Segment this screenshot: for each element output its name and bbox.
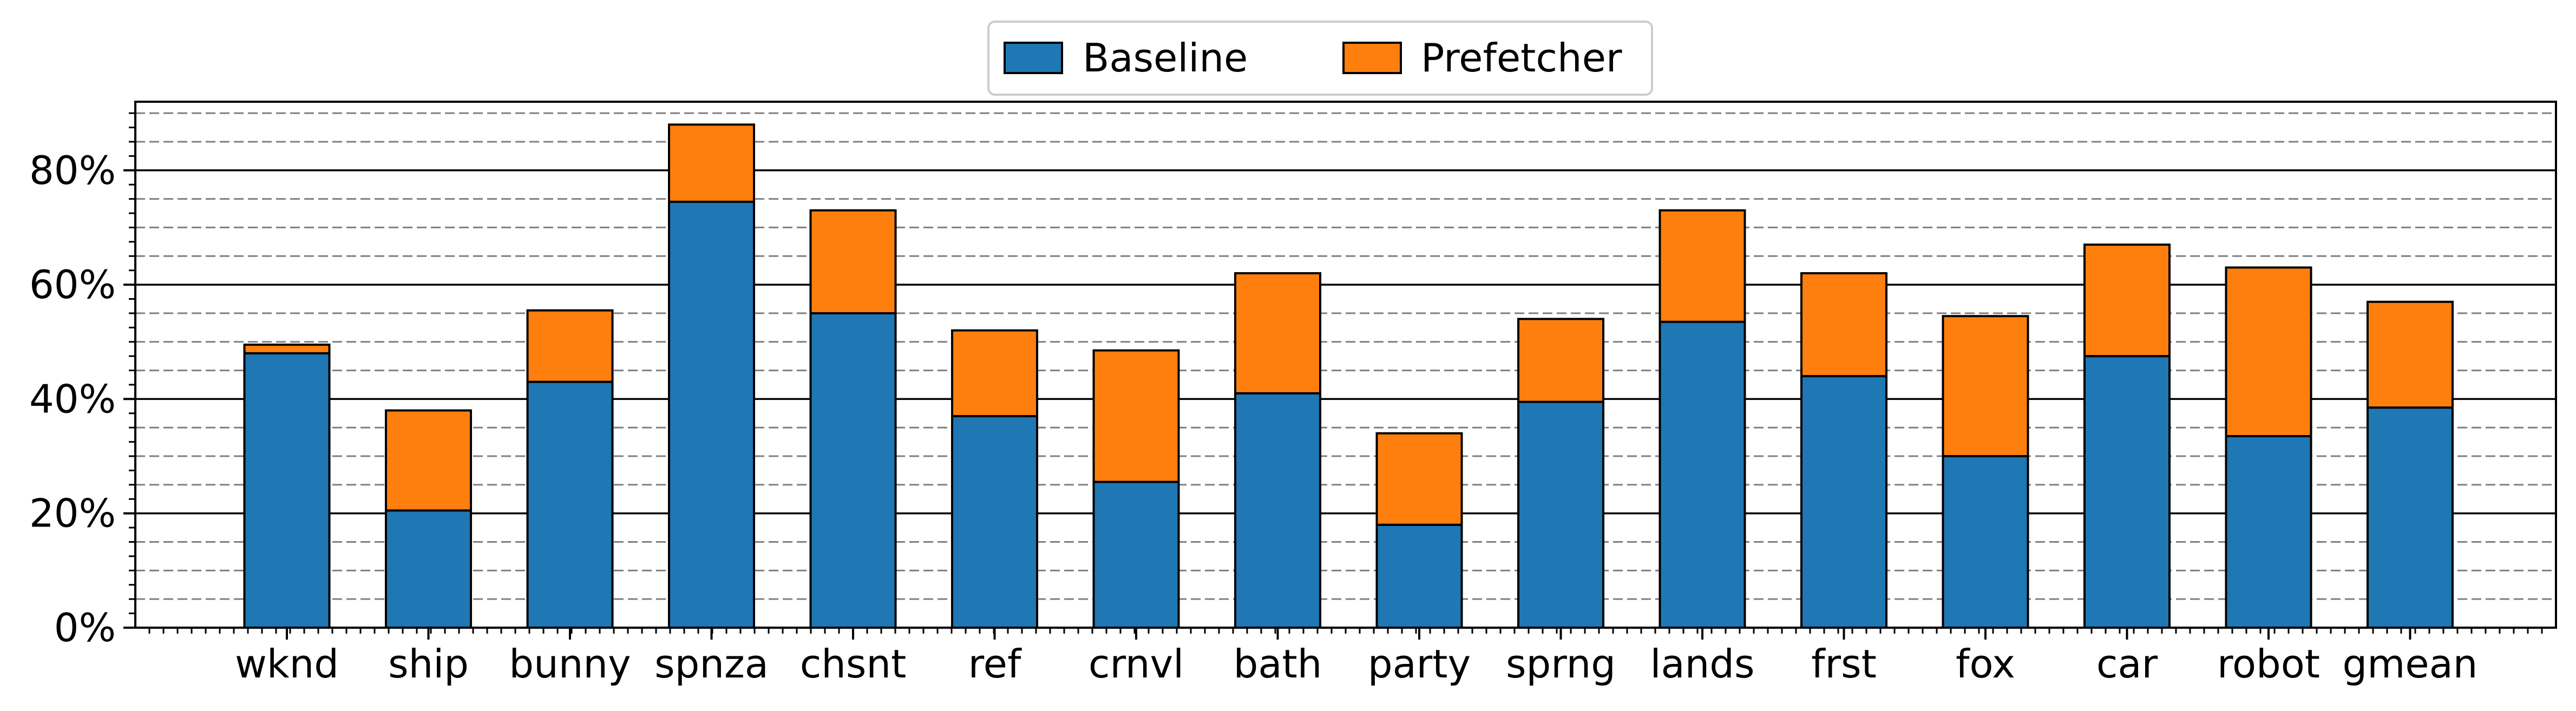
bar-baseline-spnza <box>668 200 755 629</box>
bar-baseline-chsnt <box>809 312 897 629</box>
bar-baseline-bath <box>1234 392 1321 629</box>
bar-prefetcher-robot <box>2225 266 2312 438</box>
x-tick-label-chsnt: chsnt <box>800 641 907 687</box>
legend-swatch-baseline <box>1004 42 1063 74</box>
legend-box <box>987 21 1653 96</box>
legend-label-prefetcher: Prefetcher <box>1421 35 1622 81</box>
bar-baseline-gmean <box>2367 406 2454 629</box>
bar-prefetcher-sprng <box>1517 318 1604 403</box>
y-tick-label: 20% <box>29 491 116 536</box>
x-tick-label-sprng: sprng <box>1506 641 1616 687</box>
bar-prefetcher-party <box>1375 432 1463 526</box>
legend: Baseline Prefetcher <box>987 21 1653 96</box>
bar-prefetcher-frst <box>1800 272 1887 378</box>
y-tick-label: 60% <box>29 262 116 307</box>
x-tick-label-frst: frst <box>1811 641 1877 687</box>
bar-baseline-bunny <box>526 380 614 629</box>
x-tick-label-ship: ship <box>388 641 469 687</box>
x-tick-label-ref: ref <box>968 641 1022 687</box>
y-tick-label: 40% <box>29 376 116 422</box>
legend-swatch-prefetcher <box>1342 42 1402 74</box>
bar-baseline-fox <box>1942 455 2029 629</box>
bar-baseline-wknd <box>243 352 331 629</box>
bar-baseline-crnvl <box>1092 480 1180 629</box>
bar-prefetcher-wknd <box>243 344 331 354</box>
bar-baseline-party <box>1375 523 1463 629</box>
plot-frame <box>134 101 2557 629</box>
grid-lines <box>135 112 2556 600</box>
bar-prefetcher-car <box>2083 243 2171 358</box>
bar-prefetcher-ref <box>951 329 1038 418</box>
bar-baseline-lands <box>1659 320 1746 629</box>
y-axis: 0% 20% 40% 60% 80% <box>29 112 135 650</box>
x-tick-label-wknd: wknd <box>235 641 339 687</box>
bars <box>243 123 2454 629</box>
bar-baseline-ref <box>951 415 1038 629</box>
bar-prefetcher-spnza <box>668 123 755 203</box>
bar-baseline-robot <box>2225 435 2312 629</box>
x-tick-label-spnza: spnza <box>654 641 769 687</box>
bar-prefetcher-lands <box>1659 209 1746 323</box>
x-tick-label-party: party <box>1368 641 1471 687</box>
bar-prefetcher-crnvl <box>1092 349 1180 483</box>
x-tick-label-fox: fox <box>1956 641 2015 687</box>
bar-prefetcher-chsnt <box>809 209 897 314</box>
x-tick-label-bunny: bunny <box>509 641 631 687</box>
bar-prefetcher-gmean <box>2367 300 2454 409</box>
bar-prefetcher-bath <box>1234 272 1321 394</box>
x-tick-label-bath: bath <box>1234 641 1322 687</box>
y-tick-label: 0% <box>54 605 116 650</box>
bar-prefetcher-fox <box>1942 315 2029 458</box>
x-tick-label-lands: lands <box>1650 641 1755 687</box>
bar-baseline-frst <box>1800 375 1887 629</box>
legend-label-baseline: Baseline <box>1083 35 1248 81</box>
bar-baseline-ship <box>385 509 472 629</box>
bar-baseline-car <box>2083 355 2171 629</box>
x-tick-label-robot: robot <box>2217 641 2320 687</box>
bar-prefetcher-ship <box>385 409 472 512</box>
x-axis: wknd ship bunny spnza chsnt ref crnvl bath party… <box>148 628 2543 687</box>
x-tick-label-crnvl: crnvl <box>1089 641 1184 687</box>
x-tick-label-car: car <box>2096 641 2158 687</box>
x-tick-label-gmean: gmean <box>2343 641 2478 687</box>
bar-baseline-sprng <box>1517 400 1604 629</box>
bar-prefetcher-bunny <box>526 309 614 383</box>
y-tick-label: 80% <box>29 148 116 193</box>
